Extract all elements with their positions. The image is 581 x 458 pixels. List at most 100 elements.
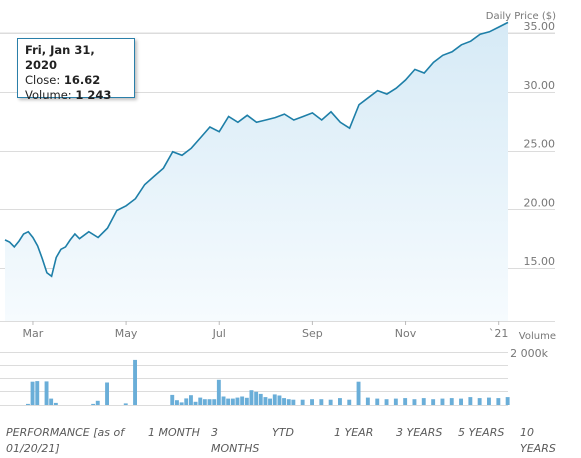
volume-bar bbox=[123, 403, 128, 405]
tooltip-close-label: Close: bbox=[25, 73, 61, 87]
volume-bar bbox=[244, 397, 249, 405]
volume-bar bbox=[291, 399, 296, 405]
volume-bar bbox=[365, 397, 370, 405]
range-10-years-button-line2[interactable]: YEARS bbox=[520, 442, 556, 455]
volume-bar bbox=[310, 399, 314, 405]
y-tick-label: 15.00 bbox=[524, 255, 556, 268]
volume-bar bbox=[30, 381, 35, 405]
price-axis-label: Daily Price ($) bbox=[486, 11, 556, 22]
x-tick-label: Jul bbox=[212, 327, 226, 340]
volume-bar bbox=[393, 398, 398, 405]
x-axis-ticks: Mar May Jul Sep Nov `21 bbox=[23, 321, 509, 340]
volume-bar bbox=[505, 397, 510, 405]
x-tick-label: Nov bbox=[395, 327, 417, 340]
x-tick-label: Sep bbox=[302, 327, 323, 340]
volume-bar bbox=[202, 399, 207, 405]
volume-bar bbox=[230, 398, 235, 405]
volume-bar bbox=[468, 397, 473, 405]
y-axis-ticks: 35.00 30.00 25.00 20.00 15.00 bbox=[524, 20, 556, 268]
volume-bar bbox=[421, 398, 426, 405]
volume-bar bbox=[319, 399, 324, 405]
y-tick-label: 35.00 bbox=[524, 20, 556, 33]
volume-bar bbox=[440, 398, 445, 405]
volume-bar bbox=[240, 396, 245, 405]
volume-bar bbox=[175, 400, 179, 405]
y-tick-label: 25.00 bbox=[524, 138, 556, 151]
volume-bar bbox=[254, 391, 259, 406]
volume-bar bbox=[184, 398, 189, 405]
volume-bar bbox=[338, 398, 342, 405]
volume-bar bbox=[105, 382, 109, 405]
price-area-fill bbox=[5, 22, 508, 322]
chart-canvas: 35.00 30.00 25.00 20.00 15.00 Mar May Jul Sep No… bbox=[0, 11, 556, 406]
range-ytd-button[interactable]: YTD bbox=[272, 426, 294, 439]
volume-bar bbox=[133, 359, 137, 405]
tooltip-date: Fri, Jan 31, 2020 bbox=[25, 43, 95, 72]
volume-bar bbox=[487, 397, 491, 405]
volume-bar bbox=[431, 399, 436, 405]
volume-bar bbox=[268, 398, 272, 405]
tooltip-volume-value: 1 243 bbox=[75, 88, 112, 102]
volume-bar bbox=[26, 403, 30, 405]
performance-label-line2: 01/20/21] bbox=[6, 442, 60, 455]
tooltip-volume-row: Volume: 1 243 bbox=[25, 88, 127, 103]
volume-bar bbox=[49, 398, 54, 405]
volume-bar bbox=[477, 398, 482, 405]
x-tick-label: Mar bbox=[23, 327, 44, 340]
tooltip-close-value: 16.62 bbox=[63, 73, 101, 87]
volume-bar bbox=[286, 399, 291, 405]
range-1-year-button[interactable]: 1 YEAR bbox=[334, 426, 374, 439]
volume-bar bbox=[356, 381, 361, 405]
performance-bar: PERFORMANCE [as of 01/20/21] 1 MONTH 3 M… bbox=[0, 426, 581, 458]
volume-bar bbox=[282, 398, 286, 405]
volume-bar bbox=[449, 398, 454, 405]
volume-bar bbox=[170, 394, 175, 405]
volume-bar bbox=[235, 397, 240, 405]
range-5-years-button[interactable]: 5 YEARS bbox=[458, 426, 505, 439]
x-tick-label: `21 bbox=[489, 327, 509, 340]
x-tick-label: May bbox=[115, 327, 138, 340]
volume-bar bbox=[277, 395, 282, 405]
volume-bar bbox=[53, 402, 58, 405]
range-3-years-button[interactable]: 3 YEARS bbox=[396, 426, 443, 439]
volume-bar bbox=[35, 381, 40, 405]
volume-bar bbox=[226, 398, 231, 405]
price-series-line[interactable] bbox=[4, 21, 509, 278]
volume-tick-label: 2 000k bbox=[510, 347, 548, 360]
volume-bar bbox=[384, 399, 389, 405]
volume-bar bbox=[496, 398, 501, 405]
y-tick-label: 20.00 bbox=[524, 196, 556, 209]
volume-bar bbox=[459, 398, 463, 405]
range-3-months-button[interactable]: 3 bbox=[211, 426, 218, 439]
volume-bar bbox=[216, 379, 221, 405]
volume-bar bbox=[263, 397, 268, 405]
hover-tooltip: Fri, Jan 31, 2020 Close: 16.62 Volume: 1… bbox=[17, 38, 135, 102]
volume-bar bbox=[189, 395, 193, 405]
volume-bar bbox=[95, 400, 100, 405]
volume-bar bbox=[300, 399, 305, 405]
volume-bar bbox=[375, 398, 380, 405]
volume-bar bbox=[249, 390, 254, 405]
volume-bar bbox=[347, 399, 352, 405]
range-10-years-button[interactable]: 10 bbox=[520, 426, 534, 439]
volume-bar bbox=[272, 394, 277, 405]
volume-bar bbox=[207, 399, 212, 405]
tooltip-close-row: Close: 16.62 bbox=[25, 73, 127, 88]
volume-bar bbox=[412, 399, 417, 405]
volume-bar bbox=[44, 381, 49, 405]
range-1-month-button[interactable]: 1 MONTH bbox=[148, 426, 200, 439]
volume-grid-lines bbox=[0, 352, 508, 406]
range-3-months-button-line2[interactable]: MONTHS bbox=[211, 442, 260, 455]
y-tick-label: 30.00 bbox=[524, 79, 556, 92]
volume-bar bbox=[221, 396, 226, 405]
volume-axis-label: Volume bbox=[519, 331, 556, 342]
volume-bar bbox=[179, 402, 184, 405]
volume-bar bbox=[403, 398, 408, 405]
volume-bar bbox=[91, 403, 96, 405]
volume-bar bbox=[198, 397, 203, 405]
performance-label-line1: PERFORMANCE [as of bbox=[6, 426, 125, 439]
volume-bar bbox=[328, 399, 333, 405]
tooltip-volume-label: Volume: bbox=[25, 88, 72, 102]
volume-bar bbox=[193, 401, 198, 405]
volume-bar bbox=[212, 399, 217, 405]
